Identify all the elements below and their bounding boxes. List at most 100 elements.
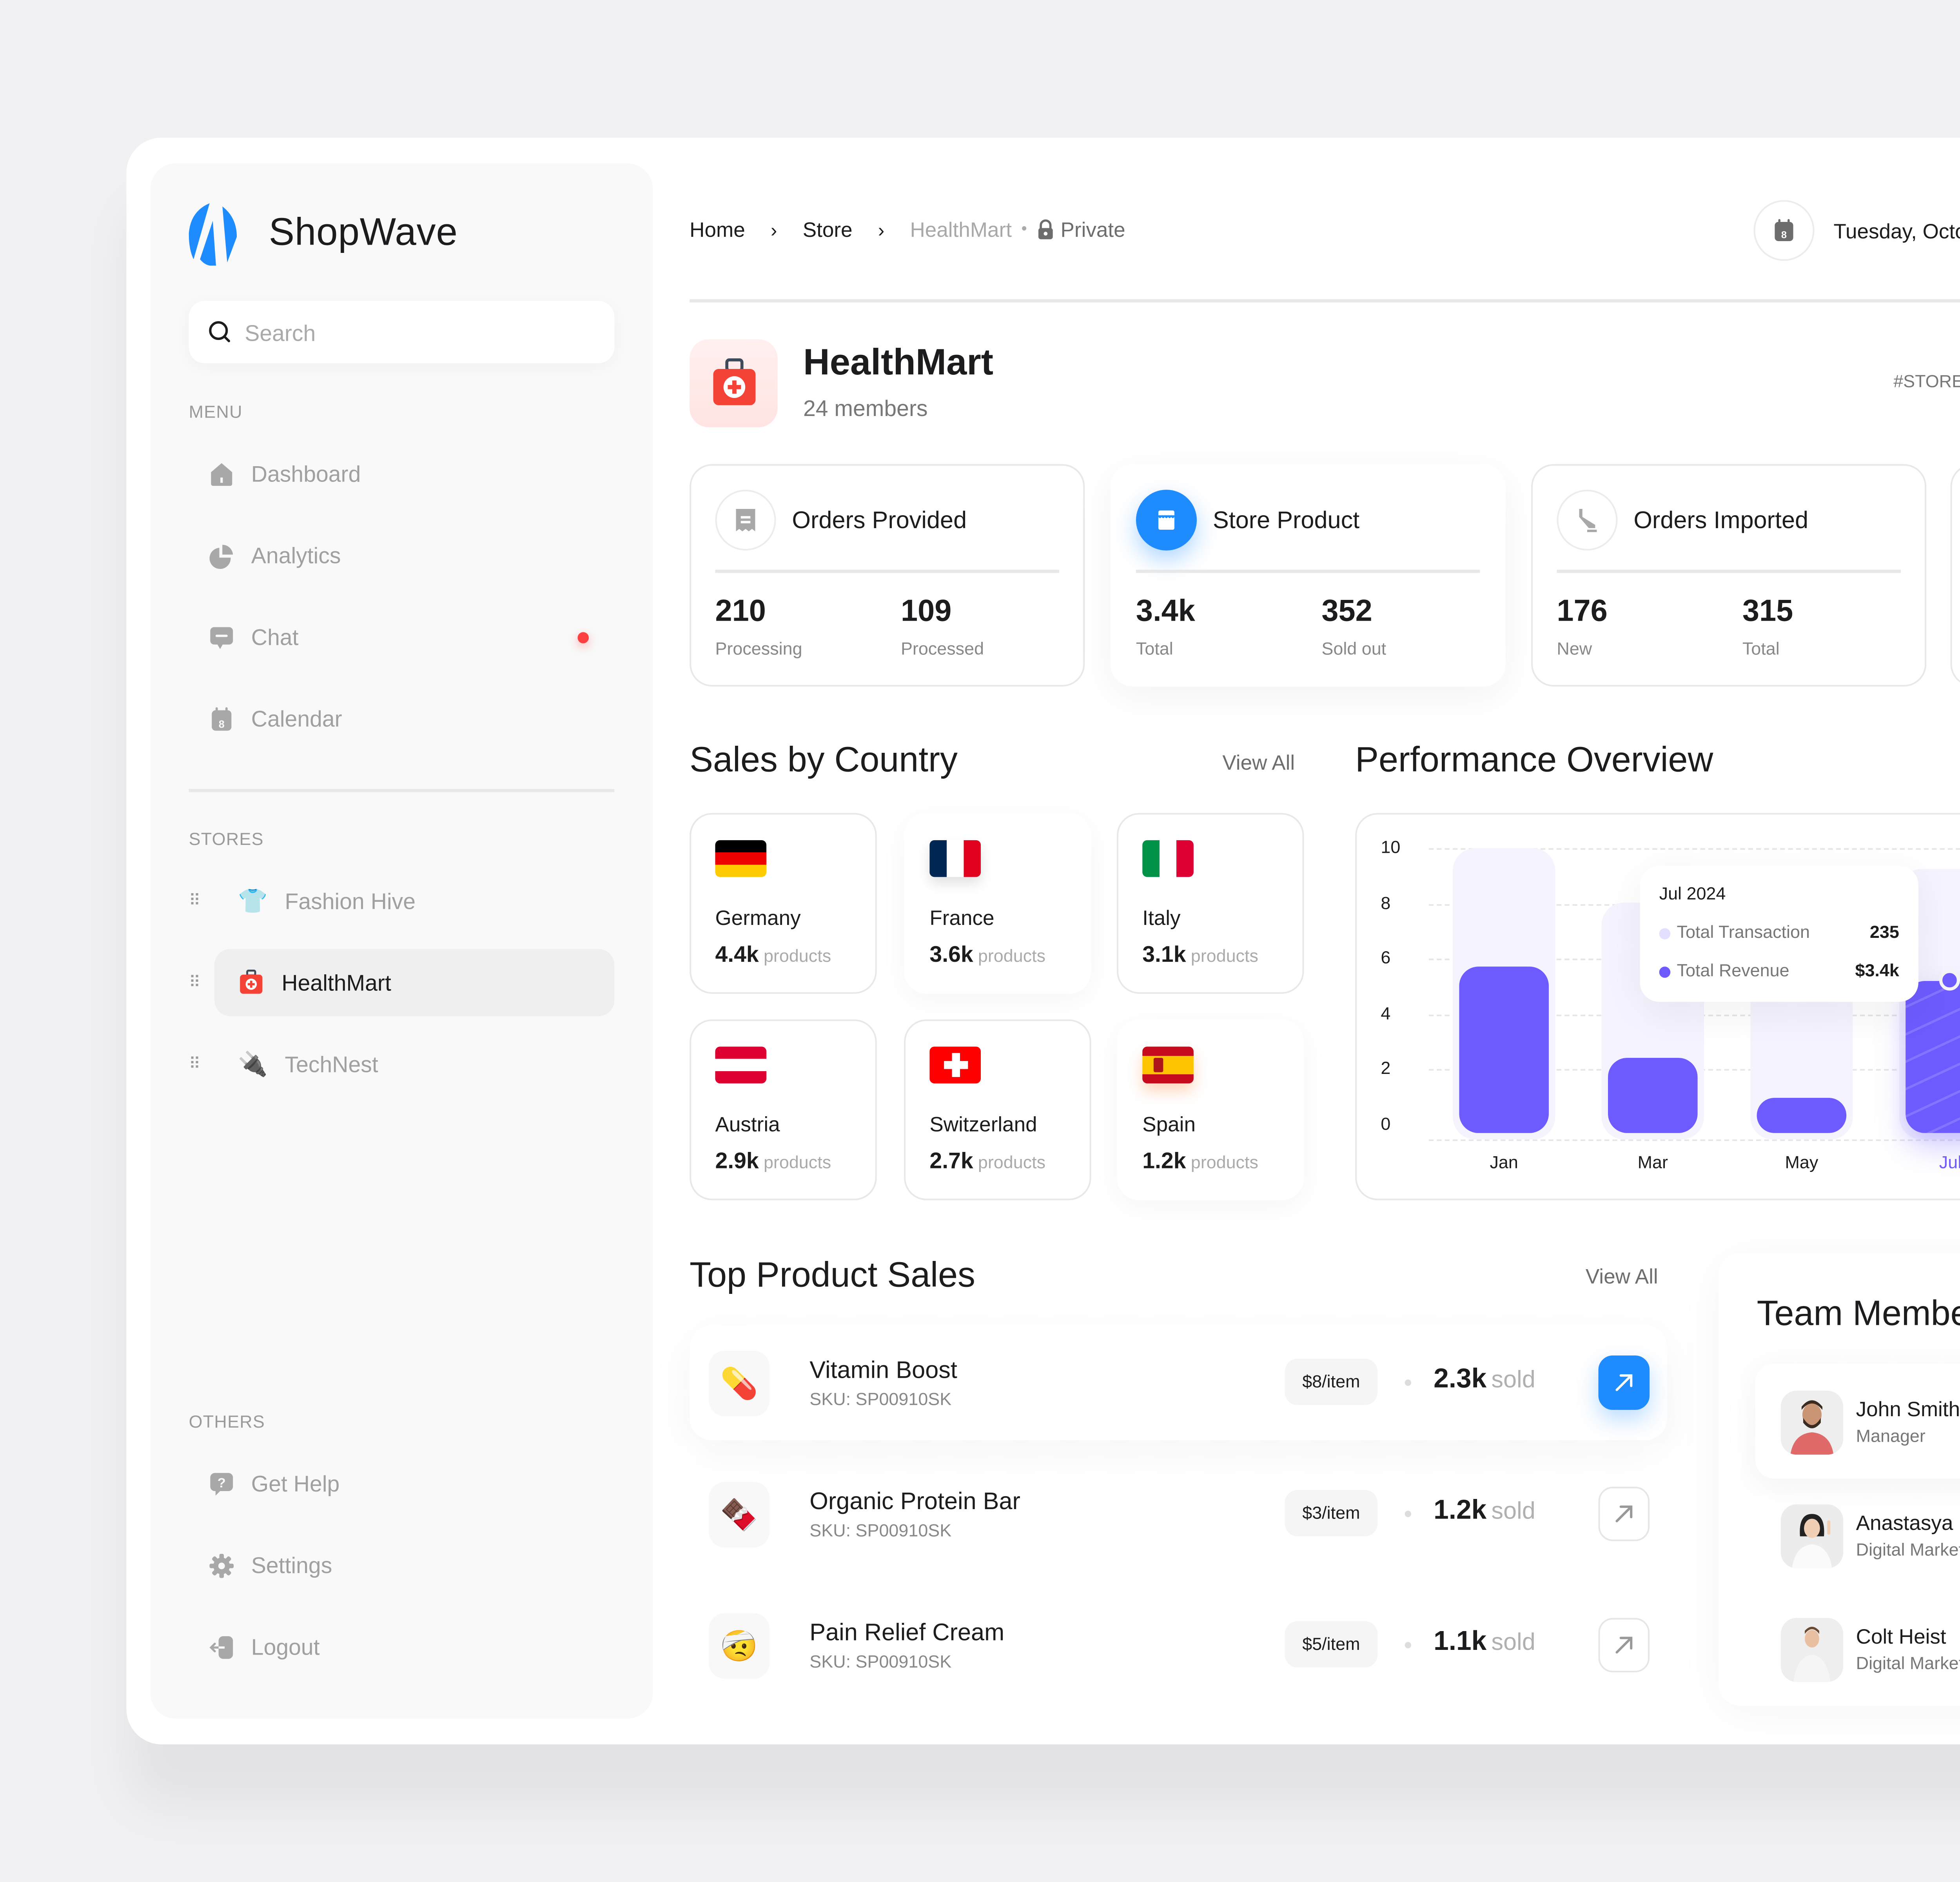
sales-by-country-view-all[interactable]: View All xyxy=(1222,750,1295,775)
sidebar-item-settings[interactable]: Settings xyxy=(208,1533,615,1597)
stat-card-orders-imported[interactable]: Orders Imported 176 New 315 Total xyxy=(1531,464,1927,687)
product-sold: 2.3k sold xyxy=(1434,1363,1535,1394)
product-sold: 1.2k sold xyxy=(1434,1495,1535,1525)
sidebar-item-label: Dashboard xyxy=(251,461,361,487)
team-member-row[interactable]: John Smith Manager xyxy=(1755,1363,1960,1479)
sidebar-store-healthmart[interactable]: ⠿ HealthMart xyxy=(189,949,615,1016)
open-product-button[interactable] xyxy=(1598,1618,1650,1673)
country-card-switzerland[interactable]: Switzerland 2.7k products xyxy=(904,1019,1091,1201)
tooltip-row-transaction: Total Transaction 235 xyxy=(1659,923,1899,943)
stat-card-orders-dispatched[interactable]: Orders Dispatched 256 Total 49 Return xyxy=(1950,464,1960,687)
chevron-right-icon: › xyxy=(771,218,777,241)
drag-handle-icon[interactable]: ⠿ xyxy=(189,1055,201,1073)
sidebar-store-technest[interactable]: ⠿ 🔌 TechNest xyxy=(189,1031,615,1098)
stat-value: 210 xyxy=(715,595,766,629)
country-card-spain[interactable]: Spain 1.2k products xyxy=(1116,1019,1304,1201)
svg-text:8: 8 xyxy=(1781,230,1787,241)
pie-chart-icon xyxy=(209,544,233,569)
others-section-label: OTHERS xyxy=(189,1413,265,1433)
visibility-badge: Private xyxy=(1036,218,1125,242)
product-name: Pain Relief Cream xyxy=(809,1619,1005,1647)
search-icon xyxy=(209,321,230,342)
country-card-italy[interactable]: Italy 3.1k products xyxy=(1116,813,1304,994)
breadcrumb-home[interactable]: Home xyxy=(690,218,745,242)
search-box[interactable] xyxy=(189,301,615,363)
chart-bar-mar[interactable] xyxy=(1608,1057,1698,1133)
chart-bar-jan[interactable] xyxy=(1459,966,1549,1133)
tshirt-icon: 👕 xyxy=(238,888,268,916)
country-card-austria[interactable]: Austria 2.9k products xyxy=(690,1019,877,1201)
stat-label: Sold out xyxy=(1321,640,1387,659)
switzerland-flag-icon xyxy=(929,1046,981,1084)
import-icon xyxy=(1579,509,1597,532)
stat-title: Orders Imported xyxy=(1633,506,1809,534)
chart-highlight-point xyxy=(1939,970,1960,991)
open-product-button[interactable] xyxy=(1598,1486,1650,1541)
sidebar-item-label: Settings xyxy=(251,1552,332,1578)
team-member-row[interactable]: Colt Heist Digital Marketing xyxy=(1755,1591,1960,1706)
top-products-view-all[interactable]: View All xyxy=(1585,1264,1658,1288)
member-name: Colt Heist xyxy=(1856,1624,1946,1649)
sidebar-item-analytics[interactable]: Analytics xyxy=(208,523,615,587)
country-card-france[interactable]: France 3.6k products xyxy=(904,813,1091,994)
sidebar: ShopWave MENU Dashboard Analytics Chat 8… xyxy=(150,163,653,1719)
x-tick-active: Jul xyxy=(1939,1154,1960,1173)
country-card-germany[interactable]: Germany 4.4k products xyxy=(690,813,877,994)
sidebar-item-dashboard[interactable]: Dashboard xyxy=(208,442,615,506)
germany-flag-icon xyxy=(715,840,767,877)
header-divider-line xyxy=(690,299,1960,302)
team-member-row[interactable]: Anastasya Primo Digital Marketing xyxy=(1755,1477,1960,1592)
stat-card-store-product[interactable]: Store Product 3.4k Total 352 Sold out xyxy=(1110,464,1506,687)
arrow-up-right-icon xyxy=(1615,1505,1633,1522)
breadcrumb-store[interactable]: Store xyxy=(802,218,853,242)
italy-flag-icon xyxy=(1142,840,1194,877)
arrow-up-right-icon xyxy=(1615,1637,1633,1654)
svg-text:8: 8 xyxy=(219,718,225,729)
store-label: TechNest xyxy=(285,1051,378,1077)
sales-by-country-title: Sales by Country xyxy=(690,739,958,779)
stat-value: 176 xyxy=(1557,595,1608,629)
notification-dot xyxy=(577,631,589,643)
product-sku: SKU: SP00910SK xyxy=(809,1390,952,1410)
tooltip-row-revenue: Total Revenue $3.4k xyxy=(1659,962,1899,981)
first-aid-kit-icon xyxy=(712,358,755,405)
stat-label: Total xyxy=(1742,640,1780,659)
search-input[interactable] xyxy=(245,319,595,345)
chart-bar-jul[interactable] xyxy=(1906,981,1960,1133)
drag-handle-icon[interactable]: ⠿ xyxy=(189,974,201,992)
spain-flag-icon xyxy=(1142,1046,1194,1084)
product-row[interactable]: 🤕 Pain Relief Cream SKU: SP00910SK $5/it… xyxy=(690,1588,1667,1703)
legend-swatch xyxy=(1659,927,1671,939)
date-display[interactable]: 8 Tuesday, October 18 xyxy=(1753,200,1960,261)
calendar-icon: 8 xyxy=(1775,219,1793,241)
member-name: John Smith xyxy=(1856,1397,1960,1421)
product-price: $8/item xyxy=(1285,1359,1378,1405)
stat-card-orders-provided[interactable]: Orders Provided 210 Processing 109 Proce… xyxy=(690,464,1085,687)
product-row[interactable]: 🍫 Organic Protein Bar SKU: SP00910SK $3/… xyxy=(690,1456,1667,1571)
performance-title: Performance Overview xyxy=(1355,739,1713,779)
sidebar-store-fashion-hive[interactable]: ⠿ 👕 Fashion Hive xyxy=(189,867,615,934)
tooltip-title: Jul 2024 xyxy=(1659,885,1726,905)
sidebar-item-logout[interactable]: Logout xyxy=(208,1615,615,1679)
logout-icon xyxy=(209,1635,233,1658)
stat-label: Total xyxy=(1136,640,1173,659)
sidebar-item-chat[interactable]: Chat xyxy=(208,605,615,669)
product-row[interactable]: 💊 Vitamin Boost SKU: SP00910SK $8/item 2… xyxy=(690,1325,1668,1441)
sidebar-item-calendar[interactable]: 8 Calendar xyxy=(208,687,615,750)
stat-label: Processed xyxy=(900,640,984,659)
drag-handle-icon[interactable]: ⠿ xyxy=(189,892,201,910)
member-role: Digital Marketing xyxy=(1856,1541,1960,1560)
logo[interactable]: ShopWave xyxy=(189,202,458,266)
sidebar-item-label: Get Help xyxy=(251,1470,340,1497)
app-name: ShopWave xyxy=(269,211,458,254)
team-members-card: Team Members John Smith Manager Anastasy… xyxy=(1718,1253,1960,1706)
storefront-icon xyxy=(1158,510,1174,530)
gear-icon xyxy=(209,1553,234,1577)
sidebar-item-get-help[interactable]: ? Get Help xyxy=(208,1451,615,1515)
chart-bar-may[interactable] xyxy=(1757,1097,1847,1133)
stat-value: 109 xyxy=(900,595,952,629)
open-product-button[interactable] xyxy=(1598,1355,1650,1410)
store-label: Fashion Hive xyxy=(285,888,416,914)
y-tick: 8 xyxy=(1381,894,1391,914)
